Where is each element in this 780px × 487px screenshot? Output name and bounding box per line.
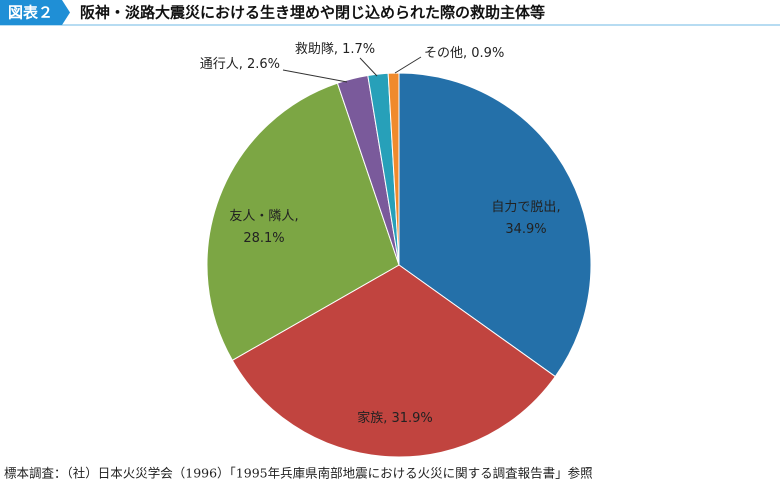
pie: 自力で脱出, 34.9% 家族, 31.9% 友人・隣人, 28.1% 通行人, 2.6%…: [200, 41, 592, 458]
label-separator: ,: [239, 57, 247, 72]
label-separator: ,: [334, 42, 342, 57]
value-label: 28.1%: [243, 231, 284, 246]
leader-line: [282, 69, 348, 83]
figure-number: 図表２: [8, 4, 53, 22]
data-label: 救助隊, 1.7%: [295, 41, 375, 57]
label-separator: ,: [383, 411, 391, 426]
value-label: 31.9%: [391, 411, 432, 426]
pie-slice: [398, 72, 592, 378]
value-label: 34.9%: [505, 222, 546, 237]
data-label: 自力で脱出, 34.9%: [491, 200, 560, 237]
value-label: 1.7%: [342, 42, 375, 57]
data-label: その他, 0.9%: [424, 46, 504, 61]
pie-slice: [231, 264, 556, 458]
category-name: 友人・隣人: [229, 208, 294, 224]
label-separator: ,: [294, 209, 298, 224]
data-label: 友人・隣人, 28.1%: [229, 208, 298, 246]
category-name: 自力で脱出: [491, 200, 556, 215]
figure-badge: [0, 0, 70, 25]
value-label: 2.6%: [247, 57, 280, 72]
category-name: 家族: [357, 410, 383, 426]
pie-slice: [206, 82, 400, 361]
label-separator: ,: [556, 200, 560, 215]
leader-line: [359, 57, 378, 77]
category-name: その他: [424, 46, 463, 61]
value-label: 0.9%: [471, 46, 504, 61]
label-separator: ,: [463, 46, 471, 61]
category-name: 救助隊: [295, 41, 334, 57]
data-label: 家族, 31.9%: [357, 410, 433, 426]
data-label: 通行人, 2.6%: [200, 57, 280, 72]
leader-line: [394, 56, 422, 74]
pie-slice: [387, 72, 400, 266]
source-note: 標本調査：（社）日本火災学会（1996）「1995年兵庫県南部地震における火災に…: [4, 466, 593, 481]
title: 阪神・淡路大震災における生き埋めや閉じ込められた際の救助主体等: [80, 4, 545, 22]
category-name: 通行人: [200, 57, 239, 72]
